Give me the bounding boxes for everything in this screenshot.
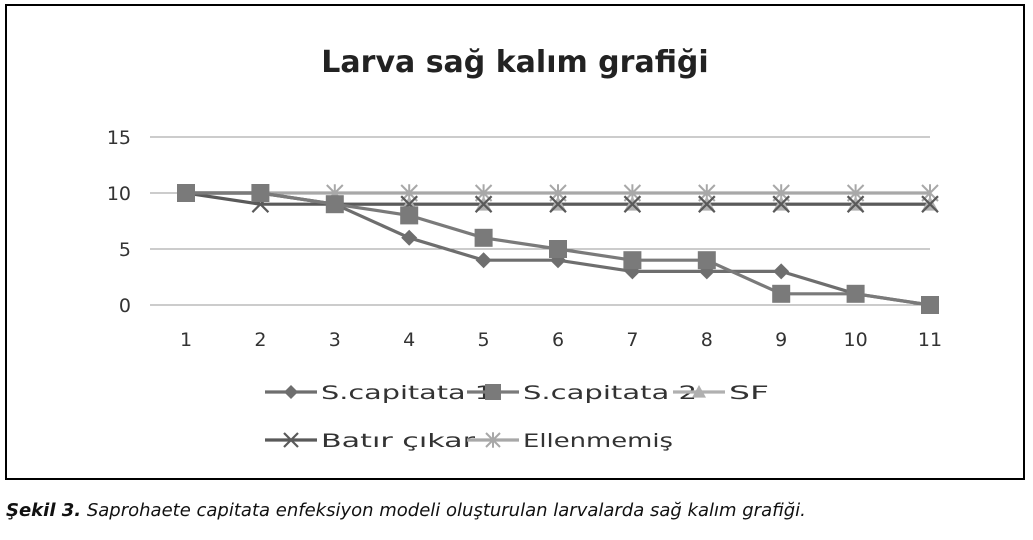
y-tick-label: 5 [119,239,131,261]
data-point [846,195,865,213]
x-tick-label: 6 [552,329,564,351]
data-point [773,263,790,280]
legend-item-4: Batır çıkar [265,430,475,452]
data-point [475,252,492,269]
legend-label: SF [729,382,769,404]
legend-marker [692,385,706,398]
y-tick-label: 0 [119,295,131,317]
legend-label: S.capitata 2 [523,382,697,404]
data-point [177,184,195,202]
line-chart: Larva sağ kalım grafiği 1 2 3 4 5 6 7 8 9 10 11 0 5… [107,45,942,452]
legend-label: Ellenmemiş [523,430,673,452]
x-tick-label: 4 [403,329,415,351]
data-point [400,206,419,225]
data-point [697,251,716,270]
x-tick-label: 1 [180,329,192,351]
data-point [549,240,567,258]
legend-item-3: SF [673,382,769,404]
legend-label: S.capitata 1 [321,382,493,404]
data-point [772,195,790,213]
x-tick-label: 7 [626,329,638,351]
legend-item-1: S.capitata 1 [265,382,493,404]
x-tick-label: 9 [775,329,787,351]
caption-label: Şekil 3. [6,500,82,521]
figure-caption: Şekil 3. Saprohaete capitata enfeksiyon … [6,500,806,521]
caption-text: Saprohaete capitata enfeksiyon modeli ol… [81,500,806,521]
x-tick-label: 10 [844,329,868,351]
data-point [251,184,270,202]
chart-frame: Larva sağ kalım grafiği 1 2 3 4 5 6 7 8 9 10 11 0 5… [5,4,1025,480]
data-point [474,228,493,247]
legend-marker [485,432,501,448]
y-tick-label: 15 [107,127,131,149]
x-tick-label: 11 [918,329,942,351]
legend-label: Batır çıkar [321,430,475,452]
x-tick-label: 5 [478,329,490,351]
data-point [772,284,791,303]
data-point [474,195,493,213]
legend-marker [283,432,299,448]
legend-item-5: Ellenmemiş [467,430,673,452]
x-tick-label: 3 [329,329,341,351]
data-point [698,195,716,213]
data-point [401,229,418,246]
data-point [623,251,642,270]
x-tick-label: 2 [254,329,266,351]
data-point [325,195,344,214]
data-point [549,195,567,213]
legend-marker [485,384,501,400]
chart-title: Larva sağ kalım grafiği [321,45,708,80]
data-point [623,195,642,213]
legend-item-2: S.capitata 2 [467,382,697,404]
y-tick-label: 10 [107,183,131,205]
x-tick-label: 8 [701,329,713,351]
legend-marker [284,385,298,399]
data-point [846,284,865,303]
data-point [921,195,939,213]
data-point [921,296,939,314]
